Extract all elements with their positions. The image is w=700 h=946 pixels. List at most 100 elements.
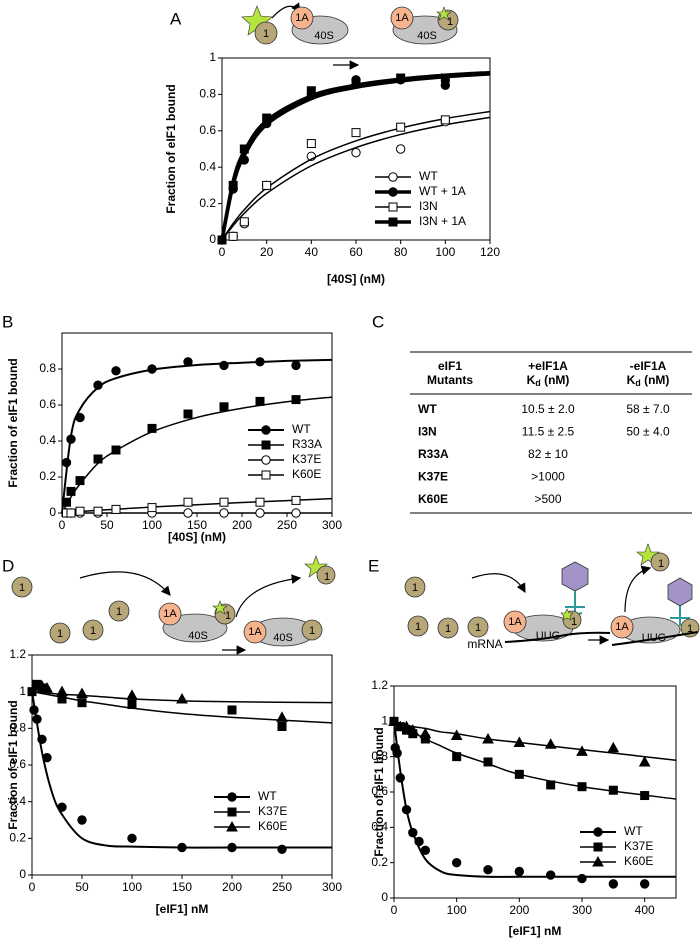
point — [29, 705, 39, 715]
legend-marker — [226, 820, 238, 832]
point — [217, 235, 227, 245]
point — [577, 873, 587, 884]
point — [227, 705, 237, 715]
point — [61, 457, 72, 468]
point — [452, 752, 462, 762]
x-tick-label: 100 — [447, 903, 467, 917]
diagram-label: 1 — [658, 558, 664, 570]
fit-curve — [220, 72, 491, 241]
cell: WT — [418, 402, 437, 416]
diagram-label: 1A — [615, 621, 629, 633]
diagram-label: mRNA — [467, 637, 502, 651]
point — [306, 86, 316, 96]
y-tick-label: 0 — [49, 505, 56, 519]
legend-marker — [593, 827, 603, 837]
panel-label: C — [372, 312, 384, 331]
diagram-a: 1 1A 40S 1A 1 40S — [241, 2, 459, 70]
diagram-label: 40S — [314, 30, 334, 42]
point — [219, 497, 229, 507]
point — [291, 395, 301, 405]
point — [576, 745, 588, 756]
legend-label: WT — [258, 789, 277, 803]
point — [127, 700, 137, 709]
point — [406, 724, 419, 735]
point — [219, 402, 229, 412]
x-tick-label: 0 — [59, 518, 66, 532]
point — [351, 147, 361, 158]
point — [400, 720, 413, 732]
y-tick-label: 0 — [209, 232, 216, 246]
point — [513, 736, 526, 748]
legend-label: I3N — [419, 199, 438, 213]
x-axis-label: [eIF1] nM — [156, 902, 209, 916]
x-tick-label: 300 — [572, 903, 592, 917]
header: eIF1 — [438, 359, 462, 373]
point — [401, 804, 412, 815]
legend-marker — [227, 792, 237, 802]
cell: 11.5 ± 2.5 — [522, 425, 575, 439]
fit-curve — [31, 690, 333, 724]
diagram-label: 1 — [116, 606, 122, 618]
diagram-label: 1 — [19, 582, 25, 594]
diagram-label: 1 — [225, 610, 231, 622]
panel-label: D — [2, 556, 14, 575]
point — [608, 785, 618, 795]
legend-marker — [593, 842, 603, 852]
legend-marker — [261, 440, 271, 450]
point — [395, 773, 405, 783]
x-tick-label: 200 — [222, 880, 242, 894]
point — [111, 366, 121, 376]
point — [608, 879, 619, 889]
point — [514, 866, 525, 877]
point — [577, 782, 587, 792]
legend-label: WT — [292, 422, 311, 436]
cell: R33A — [418, 447, 449, 461]
legend-marker — [261, 425, 271, 435]
legend-label: K37E — [258, 804, 287, 818]
table: C eIF1 Mutants +eIF1A Kd (nM) -eIF1A Kd … — [372, 312, 692, 514]
point — [440, 73, 450, 83]
x-axis-label: [40S] (nM) — [327, 272, 385, 286]
point — [544, 738, 557, 749]
point — [228, 231, 238, 241]
point — [93, 506, 103, 516]
fit-curve — [31, 690, 333, 704]
legend-marker — [388, 202, 398, 212]
point — [607, 741, 620, 753]
diagram-label: 1 — [447, 16, 453, 28]
fit-curve — [221, 110, 491, 241]
legend-label: K37E — [624, 839, 653, 853]
panel-label: A — [170, 9, 182, 28]
x-tick-label: 40 — [305, 245, 319, 259]
y-tick-label: 0.4 — [9, 794, 26, 808]
x-tick-label: 100 — [435, 245, 455, 259]
diagram-label: 1 — [412, 582, 418, 594]
legend-label: I3N + 1A — [419, 214, 466, 228]
point — [239, 144, 249, 154]
point — [111, 445, 121, 455]
point — [66, 486, 76, 496]
x-tick-label: 400 — [635, 903, 655, 917]
y-tick-label: 1 — [209, 50, 216, 64]
header: -eIF1A — [630, 359, 667, 373]
y-tick-label: 0.4 — [199, 159, 216, 173]
y-tick-label: 0 — [19, 867, 26, 881]
legend-label: WT — [624, 824, 643, 838]
fit-curve — [393, 720, 677, 800]
point — [640, 791, 650, 801]
point — [93, 454, 103, 464]
point — [183, 357, 193, 367]
point — [42, 752, 52, 763]
x-tick-label: 150 — [172, 880, 192, 894]
point — [546, 780, 556, 790]
diagram-label: 1 — [445, 623, 451, 635]
y-tick-label: 1 — [381, 714, 388, 728]
diagram-label: 1 — [263, 28, 269, 40]
point — [262, 113, 272, 123]
panel-label: E — [368, 556, 379, 575]
point — [545, 870, 556, 880]
diagram-label: 1 — [475, 622, 481, 634]
cell: >1000 — [531, 470, 565, 484]
point — [408, 827, 418, 838]
